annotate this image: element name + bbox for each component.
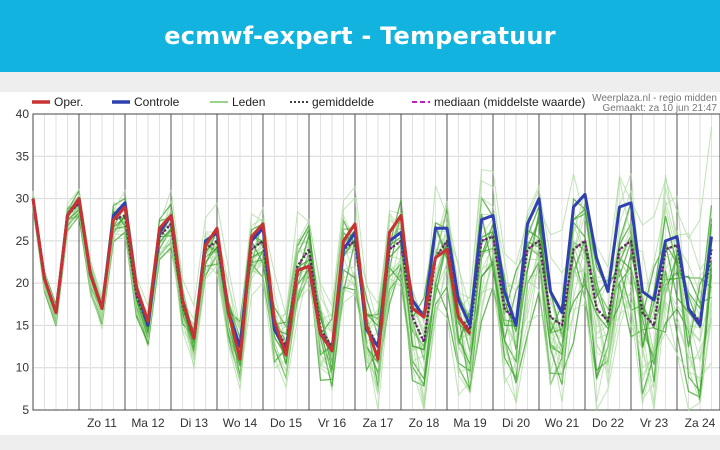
x-day-label: Zo 18 xyxy=(409,416,440,430)
x-day-label: Wo 14 xyxy=(223,416,258,430)
x-day-label: Za 17 xyxy=(363,416,394,430)
y-tick-label: 25 xyxy=(16,234,30,248)
x-day-label: Di 13 xyxy=(180,416,208,430)
ensemble-member-line xyxy=(32,202,712,401)
page-title: ecmwf-expert - Temperatuur xyxy=(164,22,556,50)
ensemble-member-line xyxy=(32,126,712,328)
legend-label: Controle xyxy=(134,95,180,109)
legend-label: Leden xyxy=(232,95,265,109)
ensemble-member-line xyxy=(32,196,713,371)
x-day-label: Zo 11 xyxy=(87,416,117,430)
title-banner: ecmwf-expert - Temperatuur xyxy=(0,0,720,72)
legend: Oper. Controle Leden gemiddelde mediaan (mid… xyxy=(32,95,585,109)
ensemble-member-line xyxy=(32,199,713,383)
x-day-label: Do 22 xyxy=(592,416,624,430)
legend-label: Oper. xyxy=(54,95,83,109)
made-label: Gemaakt: za 10 jun 21:47 xyxy=(602,103,717,114)
ensemble-member-line xyxy=(32,203,712,411)
y-tick-label: 20 xyxy=(16,276,30,290)
x-day-label: Wo 21 xyxy=(545,416,580,430)
plot-border xyxy=(32,113,720,411)
x-day-label: Ma 19 xyxy=(453,416,487,430)
y-tick-label: 5 xyxy=(22,403,29,417)
x-day-label: Ma 12 xyxy=(131,416,165,430)
spacer xyxy=(0,72,720,92)
bottom-spacer xyxy=(0,435,720,450)
x-day-label: Do 15 xyxy=(270,416,302,430)
legend-label: gemiddelde xyxy=(312,95,374,109)
x-day-label: Za 24 xyxy=(685,416,716,430)
legend-label: mediaan (middelste waarde) xyxy=(434,95,585,109)
source-label: Weerplaza.nl - regio midden xyxy=(592,93,717,104)
y-tick-label: 15 xyxy=(16,318,30,332)
oper-line xyxy=(31,197,472,361)
x-day-label: Di 20 xyxy=(502,416,530,430)
y-tick-label: 30 xyxy=(16,192,30,206)
y-tick-label: 40 xyxy=(16,107,30,121)
chart-container: 5 10 15 20 25 30 35 40 Zo 11 Ma 12 Di 13 Wo 14 Do 15… xyxy=(0,92,720,435)
x-day-label: Vr 16 xyxy=(318,416,347,430)
x-day-label: Vr 23 xyxy=(640,416,669,430)
y-tick-label: 35 xyxy=(16,149,30,163)
y-tick-label: 10 xyxy=(16,361,30,375)
temperature-chart: 5 10 15 20 25 30 35 40 Zo 11 Ma 12 Di 13 Wo 14 Do 15… xyxy=(16,93,720,430)
